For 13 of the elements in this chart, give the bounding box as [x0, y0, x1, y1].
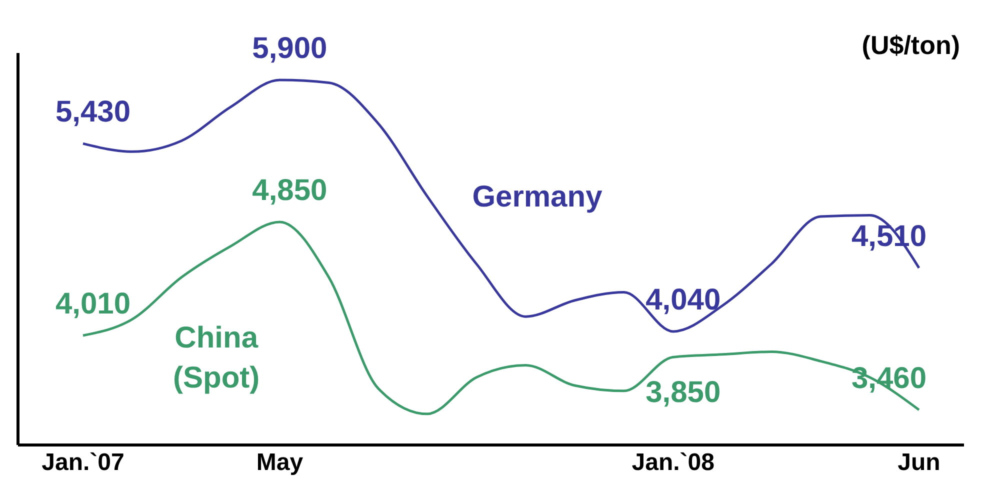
y-axis-title: (U$/ton)	[862, 30, 960, 61]
data-label: 3,850	[646, 376, 721, 410]
data-label: 5,900	[252, 32, 328, 66]
x-tick-label: Jan.`08	[632, 449, 714, 476]
data-label: 5,430	[55, 96, 131, 129]
x-tick-label: Jun	[898, 449, 940, 476]
series-label: China (Spot)	[173, 321, 260, 394]
x-tick-label: May	[256, 449, 304, 476]
series-label: Germany	[472, 180, 603, 214]
data-label: 4,010	[55, 288, 131, 321]
data-label: 4,040	[646, 283, 721, 316]
data-label: 4,850	[252, 174, 328, 207]
x-tick-label: Jan.`07	[42, 449, 124, 476]
